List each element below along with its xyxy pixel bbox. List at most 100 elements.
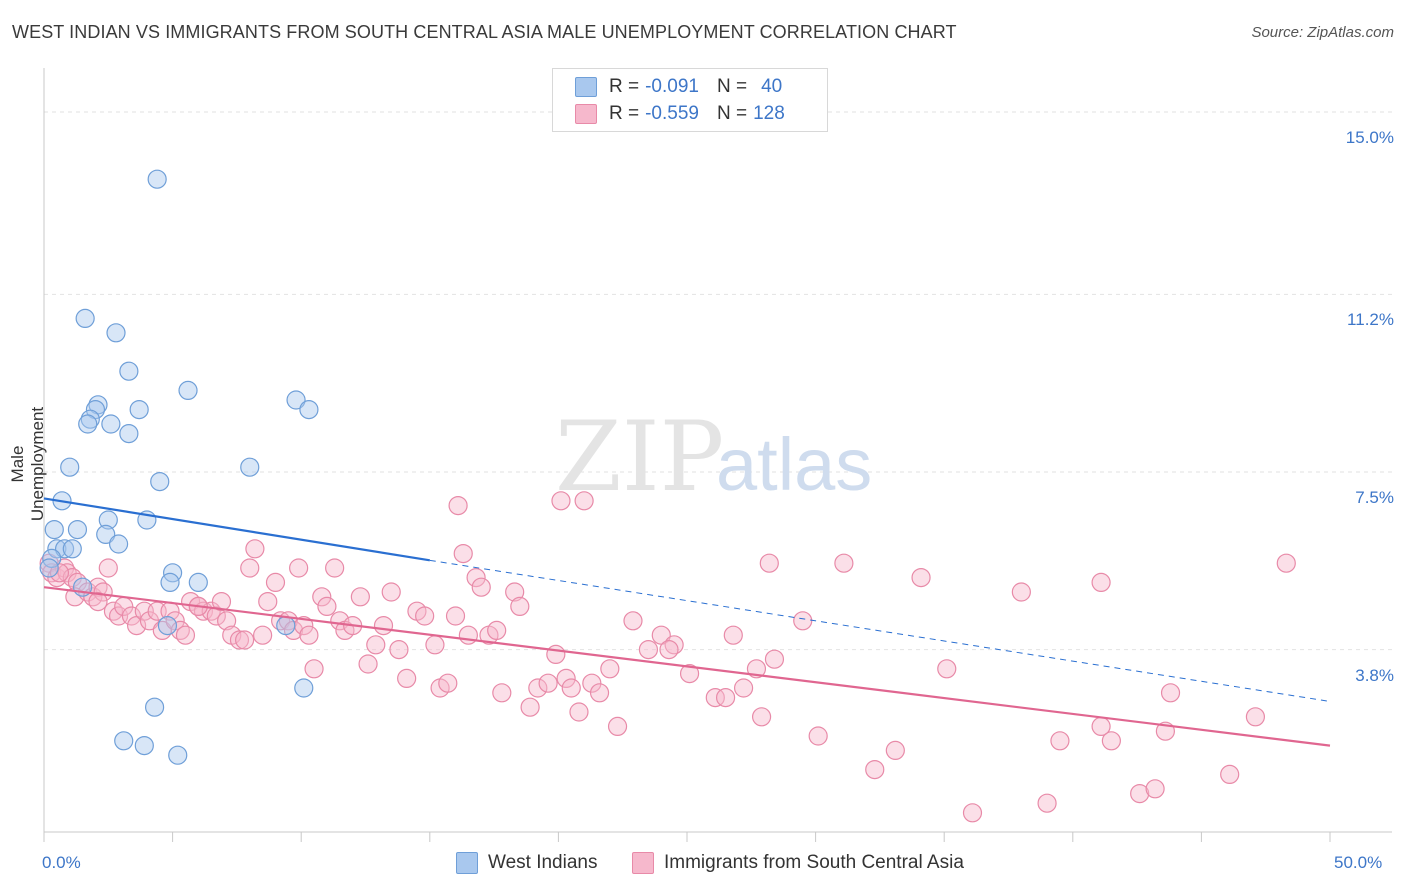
west-indians-point	[119, 361, 139, 381]
immigrants-point	[458, 625, 478, 645]
immigrants-point	[312, 587, 332, 607]
west-indians-point	[240, 457, 260, 477]
immigrants-point	[258, 591, 278, 612]
west-indians-point	[47, 539, 67, 559]
immigrants-point	[937, 659, 957, 679]
west-indians-point	[96, 524, 116, 545]
west-indians-point	[134, 735, 154, 756]
immigrants-point	[600, 659, 620, 679]
immigrants-point	[397, 668, 417, 689]
west-indians-point	[144, 697, 165, 717]
immigrants-point	[556, 668, 576, 689]
immigrants-point	[330, 611, 350, 631]
immigrants-point	[1145, 779, 1165, 799]
west-indians-point	[39, 558, 59, 578]
axes	[43, 68, 1392, 842]
immigrants-point	[438, 673, 458, 693]
immigrants-point	[589, 683, 610, 703]
immigrants-point	[235, 630, 255, 650]
immigrants-point	[445, 606, 466, 626]
immigrants-point	[528, 678, 548, 698]
immigrants-point	[211, 591, 232, 612]
legend-item-west-indians[interactable]: West Indians	[456, 852, 597, 874]
immigrants-point	[366, 635, 386, 655]
immigrants-point	[1091, 572, 1111, 593]
immigrants-point	[121, 606, 142, 626]
immigrants-point	[240, 558, 260, 578]
immigrants-point	[505, 582, 525, 602]
legend-swatch-blue	[456, 852, 478, 874]
chart-title: WEST INDIAN VS IMMIGRANTS FROM SOUTH CEN…	[12, 22, 957, 42]
immigrants-point	[764, 649, 785, 669]
legend-n-label: N =	[716, 103, 748, 124]
west-indians-point	[54, 539, 75, 559]
immigrants-point	[492, 683, 512, 703]
immigrants-point	[206, 606, 226, 626]
immigrants-point	[723, 625, 743, 645]
west-indians-point	[114, 731, 134, 751]
immigrants-point	[751, 707, 772, 727]
immigrants-point	[325, 558, 345, 578]
legend-r-label: R =	[609, 103, 640, 124]
immigrants-point	[1130, 783, 1150, 804]
immigrants-point	[471, 577, 491, 597]
immigrants-point	[245, 539, 265, 559]
legend-item-immigrants[interactable]: Immigrants from South Central Asia	[632, 852, 964, 874]
immigrants-point	[607, 716, 628, 737]
immigrants-point	[88, 591, 108, 612]
grid-lines	[44, 111, 1392, 651]
series-legend: West Indians Immigrants from South Centr…	[0, 852, 1406, 878]
immigrants-point	[793, 611, 813, 631]
west-indians-point	[78, 414, 98, 434]
immigrants-point	[448, 496, 468, 516]
correlation-legend: R = -0.091 N = 40 R = -0.559 N = 128	[552, 68, 828, 132]
immigrants-point	[561, 678, 581, 698]
legend-swatch-pink	[632, 852, 654, 874]
immigrants-point	[389, 639, 409, 660]
immigrants-point	[865, 759, 885, 780]
immigrants-point	[229, 630, 250, 650]
west-indians-point	[60, 457, 80, 477]
legend-row-immigrants: R = -0.559 N = 128	[575, 102, 785, 126]
immigrants-point	[551, 491, 571, 511]
immigrants-point	[569, 702, 589, 722]
west-indians-point	[157, 615, 178, 636]
west-indians-point	[129, 400, 149, 420]
watermark: ZIP atlas	[555, 401, 872, 513]
trend-lines	[43, 497, 1331, 747]
west-indians-point	[188, 572, 208, 593]
immigrants-point	[834, 553, 854, 573]
west-indians-point	[286, 390, 306, 410]
west-indians-point	[75, 308, 95, 328]
immigrants-point	[487, 620, 507, 641]
west-indians-point	[44, 519, 64, 540]
immigrants-point	[808, 726, 828, 746]
trend-line-west-indians	[43, 497, 430, 562]
series-west-indians-points	[39, 169, 319, 765]
west-indians-point	[108, 534, 129, 554]
immigrants-point	[638, 639, 659, 660]
legend-r-value: -0.091	[645, 76, 699, 97]
west-indians-point	[67, 519, 88, 540]
immigrants-point	[381, 582, 401, 602]
immigrants-point	[962, 803, 983, 823]
immigrants-point	[175, 625, 196, 645]
immigrants-point	[466, 567, 486, 588]
immigrants-point	[415, 606, 435, 626]
immigrants-point	[759, 553, 779, 573]
immigrants-point	[289, 558, 309, 578]
immigrants-point	[358, 654, 378, 674]
west-indians-point	[168, 745, 188, 765]
immigrants-point	[715, 687, 736, 708]
immigrants-point	[574, 491, 594, 511]
west-indians-point	[147, 169, 167, 189]
legend-n-value: 40	[761, 76, 783, 97]
west-indians-point	[294, 678, 314, 698]
west-indians-point	[299, 400, 319, 420]
immigrants-point	[304, 659, 324, 679]
immigrants-point	[1011, 582, 1031, 602]
legend-label: Immigrants from South Central Asia	[664, 852, 964, 873]
immigrants-point	[93, 582, 113, 602]
immigrants-point	[350, 587, 370, 607]
